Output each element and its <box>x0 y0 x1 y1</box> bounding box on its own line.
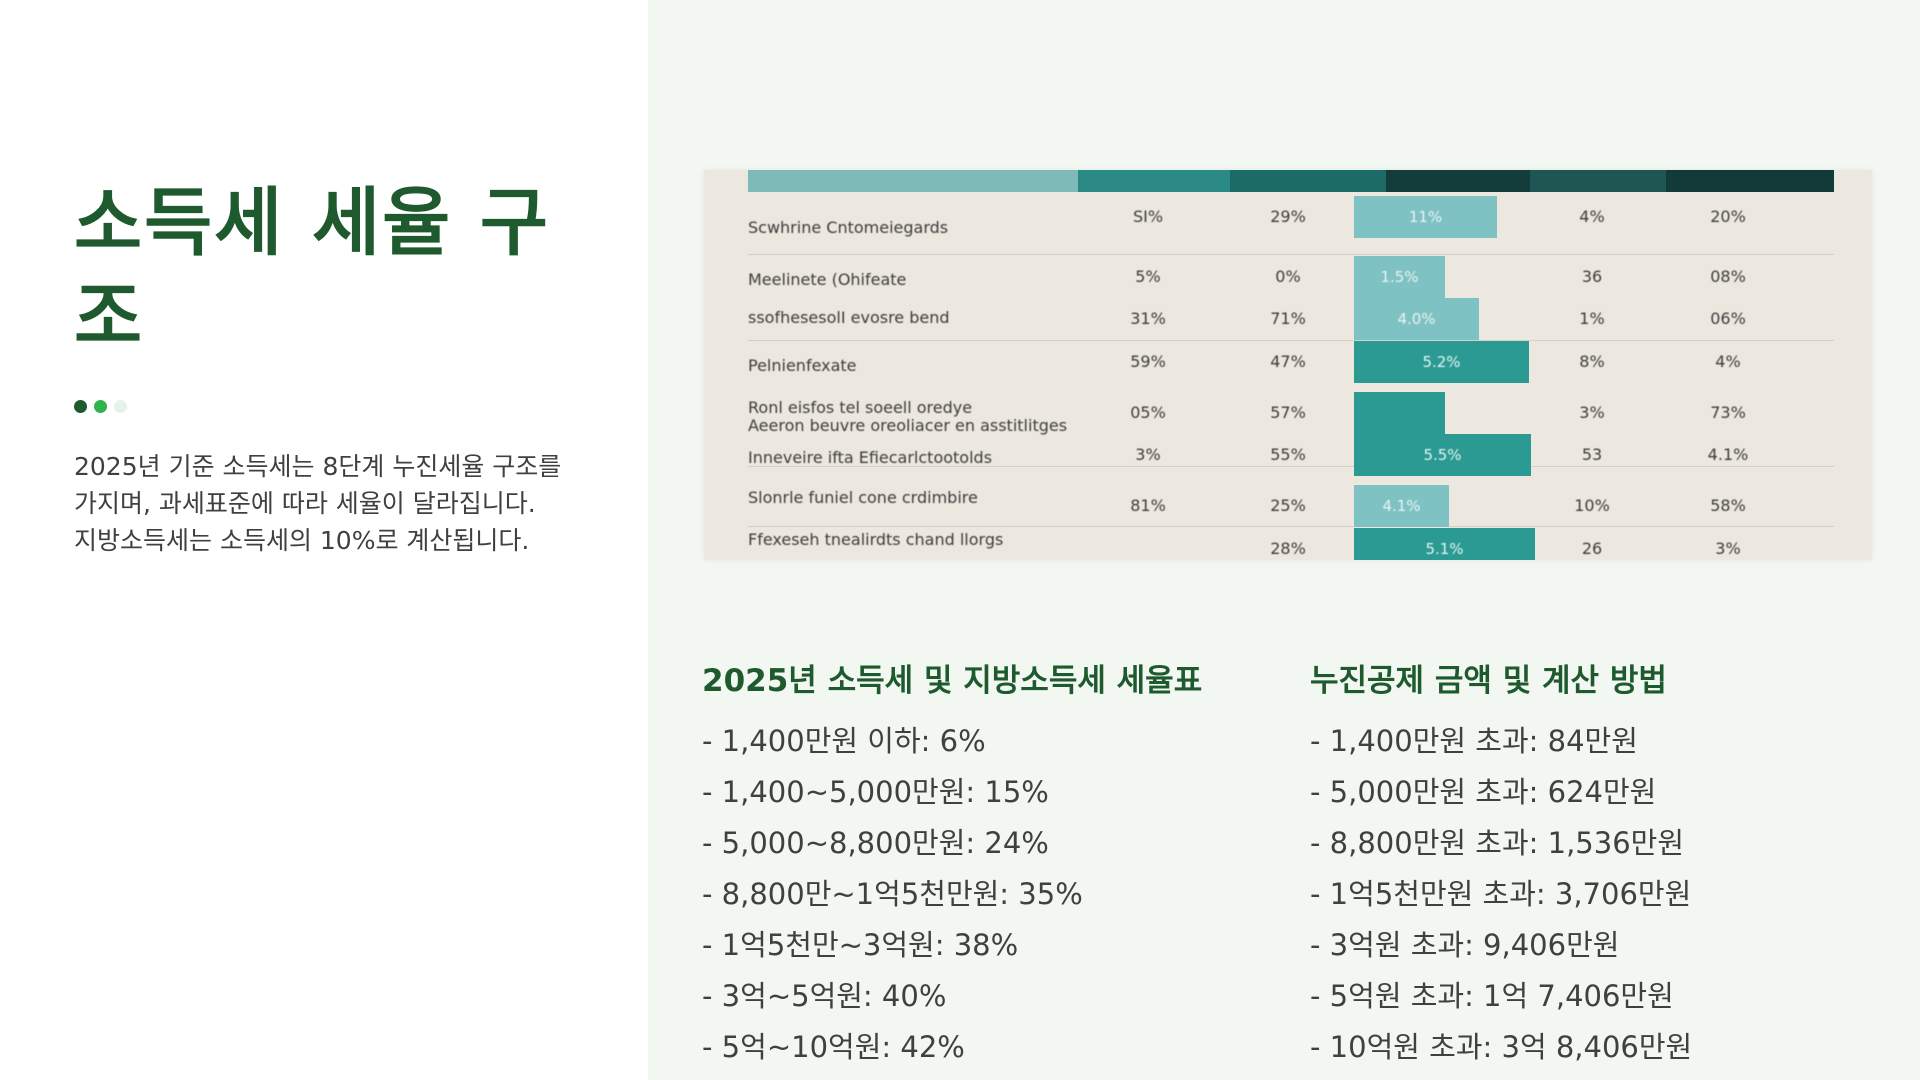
rate-item: - 5억~10억원: 42% <box>702 1030 965 1064</box>
table-row-label: Scwhrine Cntomeiegards <box>748 218 949 237</box>
table-cell: 28% <box>1270 539 1306 558</box>
decorative-dots <box>74 400 127 413</box>
table-cell: 3% <box>1579 403 1605 422</box>
table-cell: 58% <box>1710 496 1746 515</box>
table-bar-label: 4.0% <box>1397 310 1436 328</box>
table-cell: 25% <box>1270 496 1306 515</box>
deduction-item: - 5,000만원 초과: 624만원 <box>1310 775 1657 809</box>
table-cell: 10% <box>1574 496 1610 515</box>
table-cell: 36 <box>1581 267 1603 286</box>
rate-item: - 1,400만원 이하: 6% <box>702 724 986 758</box>
table-row-divider <box>748 526 1834 527</box>
table-row-divider <box>748 466 1834 467</box>
table-cell: 5% <box>1135 267 1161 286</box>
table-cell: 59% <box>1130 352 1166 371</box>
table-row-label: Inneveire ifta Efiecarlctootolds <box>748 448 993 467</box>
table-cell: 08% <box>1710 267 1746 286</box>
deductions-list: - 1,400만원 초과: 84만원 - 5,000만원 초과: 624만원 -… <box>1310 716 1870 1073</box>
table-cell: 4% <box>1579 207 1605 226</box>
rate-item: - 1억5천만~3억원: 38% <box>702 928 1019 962</box>
table-bar-label: 11% <box>1408 208 1443 226</box>
header-bar-segment <box>1530 170 1666 192</box>
rate-item: - 5,000~8,800만원: 24% <box>702 826 1049 860</box>
table-cell: 57% <box>1270 403 1306 422</box>
rates-column: 2025년 소득세 및 지방소득세 세율표 - 1,400만원 이하: 6% -… <box>702 660 1262 1073</box>
table-cell: SI% <box>1132 207 1164 226</box>
rate-item: - 1,400~5,000만원: 15% <box>702 775 1049 809</box>
table-bar <box>1354 392 1445 434</box>
page-title: 소득세 세율 구조 <box>74 180 551 360</box>
table-cell: 1% <box>1579 309 1605 328</box>
table-row-label: ssofhesesolI evosre bend <box>748 308 950 327</box>
table-bar: 5.1% <box>1354 528 1535 560</box>
header-bar-segment <box>1386 170 1530 192</box>
table-row-divider <box>748 254 1834 255</box>
header-bar-segment <box>1230 170 1386 192</box>
header-bar-segment <box>1078 170 1230 192</box>
table-bar-label: 1.5% <box>1380 268 1419 286</box>
left-panel: 소득세 세율 구조 2025년 기준 소득세는 8단계 누진세율 구조를 가지며… <box>0 0 648 1080</box>
table-cell: 4.1% <box>1707 445 1749 464</box>
table-bar: 4.0% <box>1354 298 1479 340</box>
table-bar-label: 5.2% <box>1422 353 1461 371</box>
table-row-label: Aeeron beuvre oreoliacer en asstitlitges <box>748 416 1068 435</box>
table-cell: 47% <box>1270 352 1306 371</box>
header-bar-segment <box>748 170 1078 192</box>
deductions-heading: 누진공제 금액 및 계산 방법 <box>1310 663 1667 699</box>
header-bar-segment <box>1666 170 1834 192</box>
table-bar-label: 4.1% <box>1382 497 1421 515</box>
table-row-label: Slonrle funiel cone crdimbire <box>748 488 978 507</box>
table-bar: 1.5% <box>1354 256 1445 298</box>
table-cell: 55% <box>1270 445 1306 464</box>
table-row-label: Pelnienfexate <box>748 356 857 375</box>
dot-dark <box>74 400 87 413</box>
deduction-item: - 8,800만원 초과: 1,536만원 <box>1310 826 1685 860</box>
table-bar-label: 5.5% <box>1423 446 1462 464</box>
deduction-item: - 1,400만원 초과: 84만원 <box>1310 724 1638 758</box>
table-cell: 4% <box>1715 352 1741 371</box>
deduction-item: - 3억원 초과: 9,406만원 <box>1310 928 1620 962</box>
tax-table-image: Scwhrine Cntomeiegards SI% 29% 4% 20% 11% Meel… <box>704 170 1872 560</box>
table-cell: 53 <box>1581 445 1603 464</box>
dot-light <box>114 400 127 413</box>
table-row-label: Ffexeseh tnealirdts chand llorgs <box>748 530 1004 549</box>
table-cell: 06% <box>1710 309 1746 328</box>
table-row-label: Meelinete (Ohifeate <box>748 270 907 289</box>
table-bar: 4.1% <box>1354 485 1449 527</box>
table-cell: 05% <box>1130 403 1166 422</box>
table-cell: 8% <box>1579 352 1605 371</box>
table-header-bar <box>748 170 1834 192</box>
table-cell: 73% <box>1710 403 1746 422</box>
deduction-item: - 1억5천만원 초과: 3,706만원 <box>1310 877 1692 911</box>
table-cell: 29% <box>1270 207 1306 226</box>
dot-green <box>94 400 107 413</box>
table-cell: 31% <box>1130 309 1166 328</box>
description-text: 2025년 기준 소득세는 8단계 누진세율 구조를 가지며, 과세표준에 따라… <box>74 452 562 555</box>
table-cell: 20% <box>1710 207 1746 226</box>
table-cell: 3% <box>1135 445 1161 464</box>
rate-item: - 8,800만~1억5천만원: 35% <box>702 877 1083 911</box>
table-cell: 81% <box>1130 496 1166 515</box>
table-cell: 71% <box>1270 309 1306 328</box>
table-cell: 3% <box>1715 539 1741 558</box>
rate-item: - 3억~5억원: 40% <box>702 979 947 1013</box>
table-bar-label: 5.1% <box>1425 540 1464 558</box>
table-row-label: Ronl eisfos tel soeell oredye <box>748 398 973 417</box>
table-row-divider <box>748 340 1834 341</box>
table-cell: 26 <box>1581 539 1603 558</box>
table-bar: 5.2% <box>1354 341 1529 383</box>
rates-heading: 2025년 소득세 및 지방소득세 세율표 <box>702 663 1203 699</box>
table-cell: 0% <box>1275 267 1301 286</box>
deduction-item: - 10억원 초과: 3억 8,406만원 <box>1310 1030 1693 1064</box>
deduction-item: - 5억원 초과: 1억 7,406만원 <box>1310 979 1674 1013</box>
table-bar: 11% <box>1354 196 1497 238</box>
table-bar: 5.5% <box>1354 434 1531 476</box>
deductions-column: 누진공제 금액 및 계산 방법 - 1,400만원 초과: 84만원 - 5,0… <box>1310 660 1870 1073</box>
rates-list: - 1,400만원 이하: 6% - 1,400~5,000만원: 15% - … <box>702 716 1262 1073</box>
